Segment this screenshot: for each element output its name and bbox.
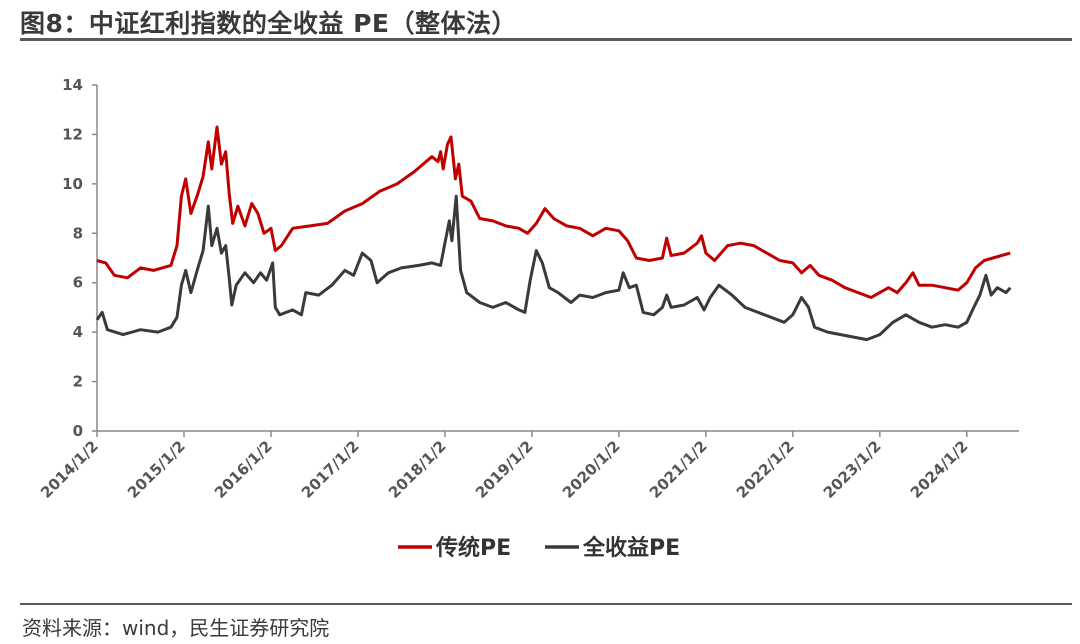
x-tick-label: 2020/1/2	[559, 437, 624, 502]
x-tick-label: 2021/1/2	[646, 437, 711, 502]
title-rule	[20, 38, 1072, 41]
series-line-traditional-pe	[96, 125, 1011, 299]
y-tick-label: 12	[62, 125, 83, 143]
y-tick-label: 0	[73, 422, 83, 440]
legend: 传统PE 全收益PE	[398, 535, 680, 561]
y-axis: 0 2 4 6 8 10 12 14	[62, 76, 98, 440]
y-tick-label: 4	[73, 323, 83, 341]
chart-canvas: 0 2 4 6 8 10 12 14 2014/1/2 2015/1/2 2016/1/2 2017…	[37, 76, 1019, 561]
chart-title: 图8：中证红利指数的全收益 PE（整体法）	[20, 9, 518, 38]
x-tick-label: 2016/1/2	[211, 437, 276, 502]
source-rule	[20, 603, 1072, 605]
y-tick-label: 14	[62, 76, 83, 94]
legend-label-total-return-pe: 全收益PE	[582, 535, 680, 561]
y-tick-label: 2	[73, 373, 83, 391]
source-note: 资料来源：wind，民生证券研究院	[22, 616, 330, 640]
series-layer	[95, 125, 1012, 342]
series-line-total-return-pe	[95, 194, 1012, 342]
x-tick-label: 2017/1/2	[298, 437, 363, 502]
y-tick-label: 10	[62, 175, 83, 193]
x-tick-label: 2023/1/2	[820, 437, 885, 502]
y-tick-label: 6	[73, 274, 83, 292]
legend-label-traditional-pe: 传统PE	[435, 535, 511, 561]
x-tick-label: 2019/1/2	[472, 437, 537, 502]
x-tick-label: 2022/1/2	[733, 437, 798, 502]
x-tick-label: 2014/1/2	[37, 437, 102, 502]
x-tick-label: 2015/1/2	[124, 437, 189, 502]
y-tick-label: 8	[73, 224, 83, 242]
x-tick-label: 2024/1/2	[907, 437, 972, 502]
x-tick-label: 2018/1/2	[385, 437, 450, 502]
x-axis: 2014/1/2 2015/1/2 2016/1/2 2017/1/2 2018/1/2…	[37, 430, 1019, 502]
